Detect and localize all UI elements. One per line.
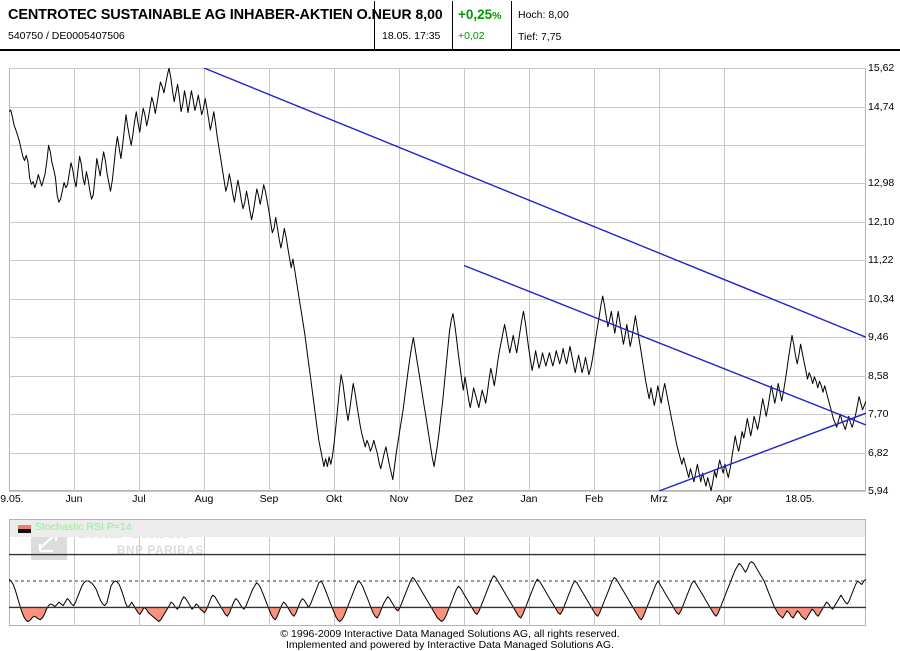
date-axis-tick: Jan [520,493,538,505]
trendline-lower-uptrend [658,412,866,491]
trendline-middle-downtrend [463,264,866,426]
indicator-line [9,561,866,622]
price-axis-tick: 7,70 [868,408,889,421]
header-divider [511,1,512,49]
date-axis-tick: Okt [325,493,343,505]
price-gridline [9,337,866,339]
date-axis-tick: Aug [194,493,214,505]
percent-sign: % [492,10,502,22]
indicator-gridline [74,537,75,626]
price-axis-tick: 5,94 [868,485,889,497]
date-axis-tick: Jun [65,493,83,505]
price-axis-tick: 12,10 [868,215,895,228]
indicator-oversold-fill [9,607,866,622]
date-axis-tick: 19.05. [0,493,24,505]
date-gridline [529,68,530,491]
indicator-plot [9,553,866,622]
date-axis-labels: 19.05. Jun Jul Aug Sep Okt Nov Dez Jan Feb Mrz Apr 1… [0,493,866,513]
price-gridline [9,260,866,262]
date-gridline [594,68,595,491]
price-series-plot [9,68,866,491]
indicator-gridline [529,537,530,626]
copyright-line-2: Implemented and powered by Interactive D… [285,639,615,651]
trendline-upper-downtrend [203,68,866,338]
date-axis-tick: Jul [132,493,146,505]
price-gridline [9,491,866,492]
instrument-name: CENTROTEC SUSTAINABLE AG INHABER-AKTIEN … [8,7,386,23]
price-line [9,68,866,491]
price-axis-labels: 15,62 14,74 12,98 12,10 11,22 10,34 9,46 8,58 7,… [868,60,900,500]
price-gridline [9,68,866,69]
price-axis-tick: 9,46 [868,331,889,344]
change-percent-value: +0,25 [458,7,493,22]
header-divider [452,1,453,49]
indicator-gridline [464,537,465,626]
indicator-legend-label: Stochastic RSI P=14 [35,521,132,533]
price-axis-tick: 6,82 [868,446,889,459]
date-gridline [139,68,140,491]
indicator-pane-border [9,519,866,626]
indicator-gridline [204,537,205,626]
indicator-titlebar [10,520,865,537]
date-axis-tick: Mrz [650,493,668,505]
price-axis-tick: 11,22 [868,254,894,267]
price-gridline [9,298,866,300]
date-gridline [269,68,270,491]
date-axis-tick: Nov [389,493,409,505]
price-gridline [9,221,866,223]
day-low: Tief: 7,75 [518,31,562,43]
price-gridline [9,414,866,416]
price-gridline [9,106,866,108]
price-gridline [9,452,866,454]
price-axis-tick: 8,58 [868,369,889,382]
header-divider [374,1,375,49]
date-axis-tick: Feb [584,493,604,505]
price-gridline [9,183,866,185]
indicator-axis-labels [868,512,900,632]
indicator-gridline [139,537,140,626]
date-axis-tick: Apr [715,493,733,505]
last-price: EUR 8,00 [382,6,443,22]
price-chart-pane[interactable]: Cortal Consors BNP PARIBAS [9,68,866,560]
price-gridline [9,144,866,146]
date-gridline [334,68,335,491]
price-axis-tick: 10,34 [868,292,895,305]
date-gridline [74,68,75,491]
day-high: Hoch: 8,00 [518,9,569,21]
date-gridline [204,68,205,491]
indicator-pane[interactable]: Stochastic RSI P=14 [9,519,866,626]
change-absolute: +0,02 [458,30,485,42]
quote-timestamp: 18.05. 17:35 [382,30,441,42]
price-axis-tick: 14,74 [868,100,895,113]
date-axis-tick: Sep [259,493,279,505]
copyright-line-1: © 1996-2009 Interactive Data Managed Sol… [280,628,620,640]
trendline-group [203,68,866,491]
date-gridline [659,68,660,491]
price-axis-tick: 15,62 [868,62,895,74]
header-bottom-rule [0,49,900,51]
instrument-identifiers: 540750 / DE0005407506 [8,30,125,42]
price-axis-tick: 12,98 [868,177,895,190]
indicator-color-swatch [18,525,31,533]
date-gridline [399,68,400,491]
change-percent: +0,25% [458,7,502,22]
indicator-gridline [594,537,595,626]
date-axis-tick: 18.05. [785,493,815,505]
copyright-footer: © 1996-2009 Interactive Data Managed Sol… [0,629,900,651]
price-gridline [9,375,866,377]
quote-header: CENTROTEC SUSTAINABLE AG INHABER-AKTIEN … [0,0,900,51]
date-gridline [464,68,465,491]
date-axis-tick: Dez [454,493,474,505]
